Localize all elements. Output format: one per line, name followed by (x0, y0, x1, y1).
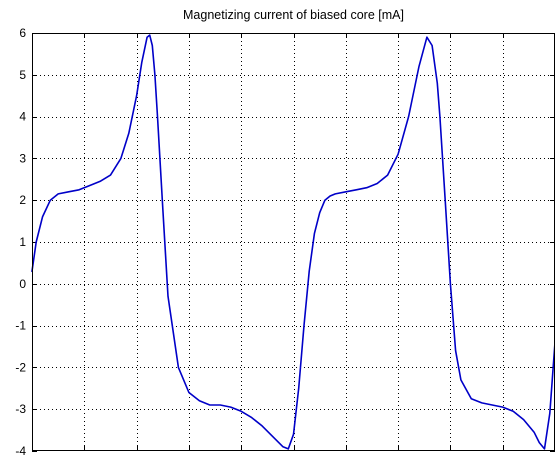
y-tick-label: 5 (19, 68, 26, 82)
y-tick-label: 2 (19, 193, 26, 207)
y-tick-label: 1 (19, 235, 26, 249)
series-layer (31, 34, 555, 450)
y-tick-labels: -4 -3 -2 -1 0 1 2 3 4 5 6 (15, 26, 26, 455)
y-tick-label: -3 (15, 402, 26, 416)
y-tick-label: -2 (15, 360, 26, 374)
y-tick-label: -4 (15, 444, 26, 455)
y-tick-label: 3 (19, 151, 26, 165)
grid-layer (32, 33, 555, 451)
y-tick-label: 0 (19, 277, 26, 291)
y-tick-label: 6 (19, 26, 26, 40)
series-line (31, 34, 555, 450)
y-tick-label: 4 (19, 110, 26, 124)
y-tick-label: -1 (15, 319, 26, 333)
chart-title: Magnetizing current of biased core [mA] (183, 8, 404, 22)
